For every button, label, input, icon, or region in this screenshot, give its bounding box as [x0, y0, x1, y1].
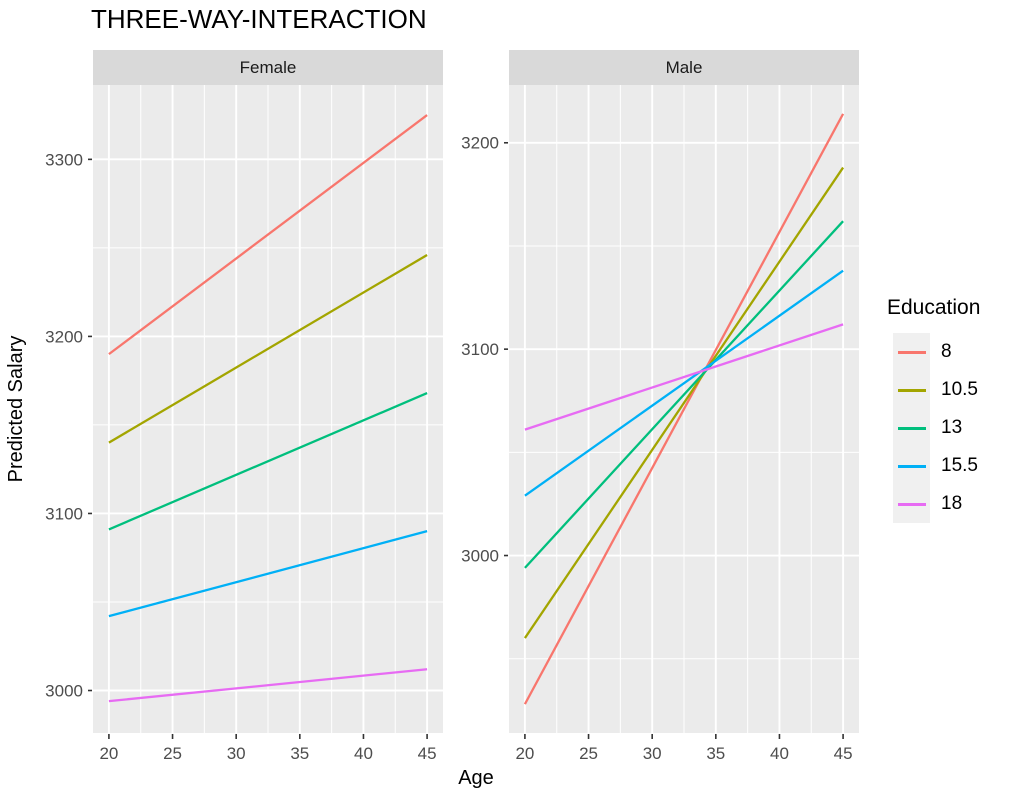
series-line-educ-15.5 — [524, 269, 844, 497]
gridlines-major — [93, 85, 443, 733]
legend-key-line — [897, 502, 926, 506]
x-tick-label: 20 — [99, 744, 118, 763]
series-lines — [108, 114, 428, 703]
gridlines-minor — [93, 85, 443, 733]
series-line-educ-8 — [108, 114, 428, 356]
series-line-educ-8 — [523, 113, 845, 705]
facet-strip-label-female: Female — [239, 57, 297, 77]
series-line-educ-18 — [524, 323, 844, 431]
legend-item-educ-15.5: 15.5 — [886, 447, 980, 485]
x-tick-label: 45 — [418, 744, 437, 763]
x-tick-label: 30 — [227, 744, 246, 763]
plot-title: THREE-WAY-INTERACTION — [91, 4, 427, 34]
legend: Education 8 10.5 13 15.5 18 — [886, 295, 980, 523]
legend-items: 8 10.5 13 15.5 18 — [886, 333, 980, 523]
series-line-educ-15.5 — [108, 530, 428, 618]
x-tick-label: 30 — [643, 744, 662, 763]
x-tick-label: 40 — [354, 744, 373, 763]
axis-ticks: 3000 3100 3200 20 25 30 35 40 45 — [461, 134, 852, 763]
y-tick-label: 3100 — [461, 340, 499, 359]
legend-label: 13 — [941, 417, 963, 438]
legend-key-line — [897, 426, 926, 430]
y-tick-label: 3200 — [461, 134, 499, 153]
legend-key-line — [897, 388, 926, 392]
legend-label: 15.5 — [941, 455, 978, 476]
gridlines-minor — [509, 85, 859, 733]
legend-label: 10.5 — [941, 379, 978, 400]
legend-title: Education — [887, 296, 981, 319]
legend-label: 8 — [941, 341, 952, 362]
y-tick-label: 3000 — [461, 546, 499, 565]
legend-key-icon — [893, 447, 930, 485]
x-tick-label: 40 — [770, 744, 789, 763]
facet-strip-label-male: Male — [665, 57, 703, 77]
x-tick-label: 25 — [579, 744, 598, 763]
x-tick-label: 45 — [834, 744, 853, 763]
series-line-educ-13 — [524, 220, 844, 569]
y-axis-title: Predicted Salary — [5, 336, 27, 483]
y-tick-label: 3100 — [45, 504, 83, 523]
x-tick-label: 20 — [515, 744, 534, 763]
legend-label: 18 — [941, 493, 963, 514]
legend-key-line — [897, 350, 926, 354]
y-tick-label: 3000 — [45, 681, 83, 700]
facet-strip-female: Female — [93, 50, 443, 85]
series-line-educ-10.5 — [523, 166, 845, 639]
legend-item-educ-10.5: 10.5 — [886, 371, 980, 409]
axis-ticks: 3000 3100 3200 3300 20 25 30 35 40 45 — [45, 150, 436, 763]
facet-strip-male: Male — [509, 50, 859, 85]
legend-item-educ-13: 13 — [886, 409, 980, 447]
x-tick-label: 35 — [290, 744, 309, 763]
series-line-educ-13 — [108, 392, 428, 531]
x-tick-label: 25 — [163, 744, 182, 763]
legend-key-icon — [893, 371, 930, 409]
facet-panel-female: 3000 3100 3200 3300 20 25 30 35 40 45 — [45, 85, 443, 763]
legend-item-educ-18: 18 — [886, 485, 980, 523]
legend-item-educ-8: 8 — [886, 333, 980, 371]
series-line-educ-18 — [108, 668, 428, 703]
gridlines-major — [509, 85, 859, 733]
facet-panel-male: 3000 3100 3200 20 25 30 35 40 45 — [461, 85, 859, 763]
legend-key-icon — [893, 409, 930, 447]
x-axis-title: Age — [458, 767, 494, 789]
series-line-educ-10.5 — [108, 253, 428, 444]
legend-key-icon — [893, 485, 930, 523]
x-tick-label: 35 — [706, 744, 725, 763]
legend-key-icon — [893, 333, 930, 371]
y-tick-label: 3200 — [45, 327, 83, 346]
series-lines — [523, 113, 845, 705]
legend-key-line — [897, 464, 926, 468]
y-tick-label: 3300 — [45, 150, 83, 169]
